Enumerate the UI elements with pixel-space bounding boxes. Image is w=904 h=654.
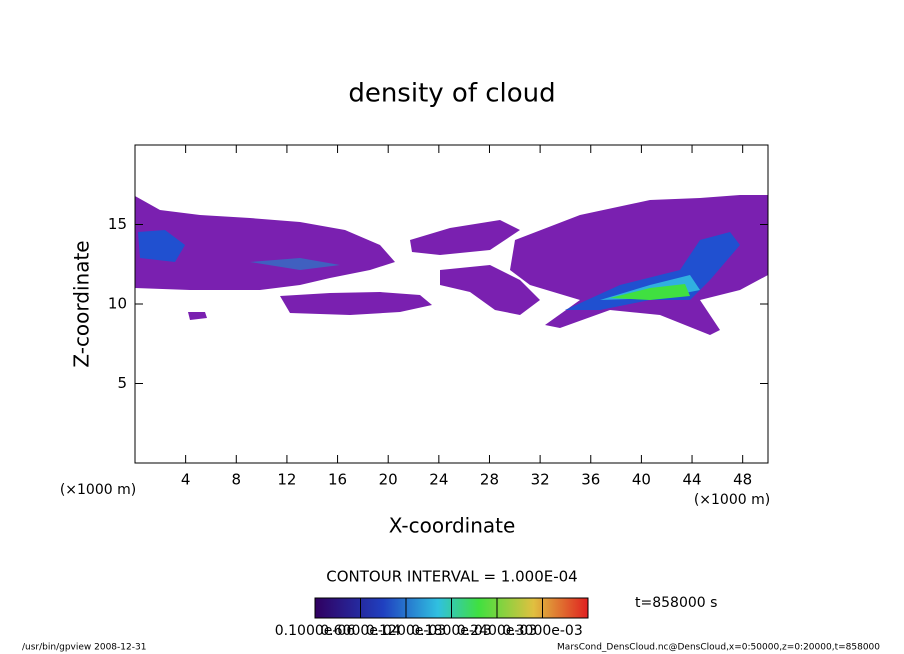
colorbar-tick-label: 0.3000e-03 <box>502 623 582 639</box>
contour-interval: CONTOUR INTERVAL = 1.000E-04 <box>326 568 577 586</box>
colorbar-tick-label: 0.1000e-06 <box>275 623 356 639</box>
x-tick-label: 8 <box>232 471 242 489</box>
time-label: t=858000 s <box>635 595 717 611</box>
footer-right: MarsCond_DensCloud.nc@DensCloud,x=0:5000… <box>557 643 880 653</box>
colorbar-tick-label: 0.1200e-03 <box>366 623 446 639</box>
cloud-field <box>135 195 768 335</box>
colorbar-tick-label: 0.6000e-04 <box>320 623 401 639</box>
x-tick-label: 32 <box>531 471 550 489</box>
chart-title: density of cloud <box>348 79 555 109</box>
footer-left: /usr/bin/gpview 2008-12-31 <box>22 643 146 653</box>
x-tick-label: 20 <box>379 471 398 489</box>
y-axis-label: Z-coordinate <box>70 240 94 367</box>
y-tick-label: 10 <box>108 295 127 313</box>
x-axis-label: X-coordinate <box>389 514 516 538</box>
x-tick-label: 36 <box>581 471 600 489</box>
y-unit-label: (×1000 m) <box>60 482 136 498</box>
x-tick-label: 40 <box>632 471 651 489</box>
x-tick-label: 48 <box>733 471 752 489</box>
x-tick-label: 28 <box>480 471 499 489</box>
x-tick-label: 16 <box>328 471 347 489</box>
colorbar-tick-label: 0.1800e-03 <box>411 623 491 639</box>
x-tick-label: 12 <box>277 471 296 489</box>
y-tick-label: 15 <box>108 215 127 233</box>
x-unit-label: (×1000 m) <box>694 492 770 508</box>
x-tick-label: 44 <box>682 471 701 489</box>
x-tick-label: 4 <box>181 471 191 489</box>
colorbar-tick-label: 0.2400e-03 <box>457 623 537 639</box>
x-tick-label: 24 <box>429 471 448 489</box>
y-tick-label: 5 <box>117 374 127 392</box>
